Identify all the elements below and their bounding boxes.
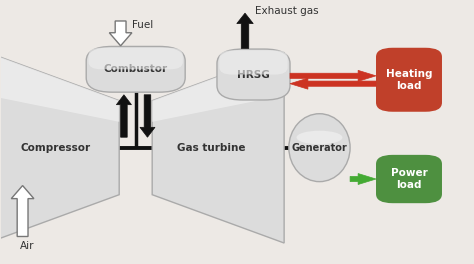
FancyBboxPatch shape — [86, 46, 185, 92]
Polygon shape — [0, 52, 119, 243]
Text: Air: Air — [20, 241, 35, 251]
Text: Generator: Generator — [292, 143, 347, 153]
Ellipse shape — [297, 131, 342, 144]
Text: Heating
load: Heating load — [386, 69, 432, 91]
Text: Gas turbine: Gas turbine — [177, 143, 246, 153]
Text: Combustor: Combustor — [104, 64, 168, 74]
Polygon shape — [152, 52, 284, 122]
FancyBboxPatch shape — [219, 50, 288, 74]
Text: Exhaust gas: Exhaust gas — [255, 6, 319, 16]
FancyArrow shape — [109, 21, 132, 46]
FancyArrow shape — [350, 173, 376, 185]
Polygon shape — [152, 52, 284, 243]
FancyBboxPatch shape — [376, 155, 442, 203]
Text: Compressor: Compressor — [20, 143, 91, 153]
Text: HRSG: HRSG — [237, 69, 270, 79]
Text: Fuel: Fuel — [132, 20, 154, 30]
FancyArrow shape — [290, 70, 376, 81]
FancyBboxPatch shape — [376, 48, 442, 112]
FancyArrow shape — [11, 186, 34, 237]
Polygon shape — [0, 52, 119, 122]
FancyBboxPatch shape — [217, 49, 290, 100]
FancyArrow shape — [290, 78, 376, 89]
FancyArrow shape — [237, 13, 253, 48]
FancyArrow shape — [117, 95, 131, 137]
Ellipse shape — [289, 114, 350, 182]
Text: Power
load: Power load — [391, 168, 428, 190]
FancyBboxPatch shape — [89, 48, 183, 69]
FancyArrow shape — [140, 95, 155, 137]
